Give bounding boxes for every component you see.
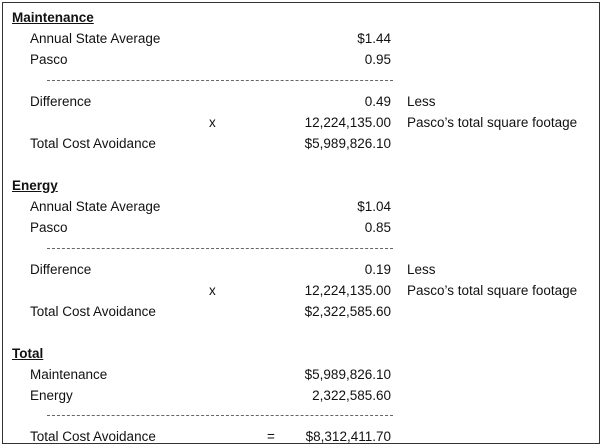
maintenance-difference-label: Difference bbox=[30, 94, 92, 109]
energy-heading: Energy bbox=[12, 178, 58, 193]
maintenance-state-average-value: $1.44 bbox=[357, 31, 391, 46]
energy-state-average-value: $1.04 bbox=[357, 199, 391, 214]
energy-sqft-note: Pasco’s total square footage bbox=[407, 283, 578, 298]
energy-sqft-value: 12,224,135.00 bbox=[304, 283, 391, 298]
total-energy-value: 2,322,585.60 bbox=[312, 388, 391, 403]
energy-total-label: Total Cost Avoidance bbox=[30, 304, 156, 319]
grand-total-equals-sign: = bbox=[267, 429, 275, 444]
energy-multiply-sign: x bbox=[209, 283, 216, 298]
energy-divider bbox=[47, 248, 393, 249]
grand-total-value: $8,312,411.70 bbox=[305, 429, 391, 444]
maintenance-total-value: $5,989,826.10 bbox=[304, 136, 391, 151]
energy-total-value: $2,322,585.60 bbox=[304, 304, 391, 319]
maintenance-pasco-value: 0.95 bbox=[364, 52, 391, 67]
maintenance-multiply-sign: x bbox=[209, 115, 216, 130]
grand-total-label: Total Cost Avoidance bbox=[30, 429, 156, 444]
total-heading: Total bbox=[12, 346, 44, 361]
energy-difference-note: Less bbox=[407, 262, 436, 277]
total-maintenance-label: Maintenance bbox=[30, 367, 108, 382]
total-divider bbox=[47, 415, 393, 416]
energy-pasco-value: 0.85 bbox=[364, 220, 391, 235]
energy-pasco-label: Pasco bbox=[30, 220, 68, 235]
maintenance-sqft-value: 12,224,135.00 bbox=[304, 115, 391, 130]
maintenance-total-label: Total Cost Avoidance bbox=[30, 136, 156, 151]
maintenance-sqft-note: Pasco’s total square footage bbox=[407, 115, 578, 130]
energy-state-average-label: Annual State Average bbox=[30, 199, 161, 214]
energy-difference-label: Difference bbox=[30, 262, 92, 277]
cost-avoidance-table: Maintenance Annual State Average $1.44 P… bbox=[2, 2, 600, 444]
energy-difference-value: 0.19 bbox=[364, 262, 391, 277]
maintenance-state-average-label: Annual State Average bbox=[30, 31, 161, 46]
total-maintenance-value: $5,989,826.10 bbox=[304, 367, 391, 382]
maintenance-heading: Maintenance bbox=[12, 10, 94, 25]
maintenance-difference-note: Less bbox=[407, 94, 436, 109]
maintenance-divider bbox=[47, 80, 393, 81]
total-energy-label: Energy bbox=[30, 388, 73, 403]
maintenance-difference-value: 0.49 bbox=[364, 94, 391, 109]
maintenance-pasco-label: Pasco bbox=[30, 52, 68, 67]
